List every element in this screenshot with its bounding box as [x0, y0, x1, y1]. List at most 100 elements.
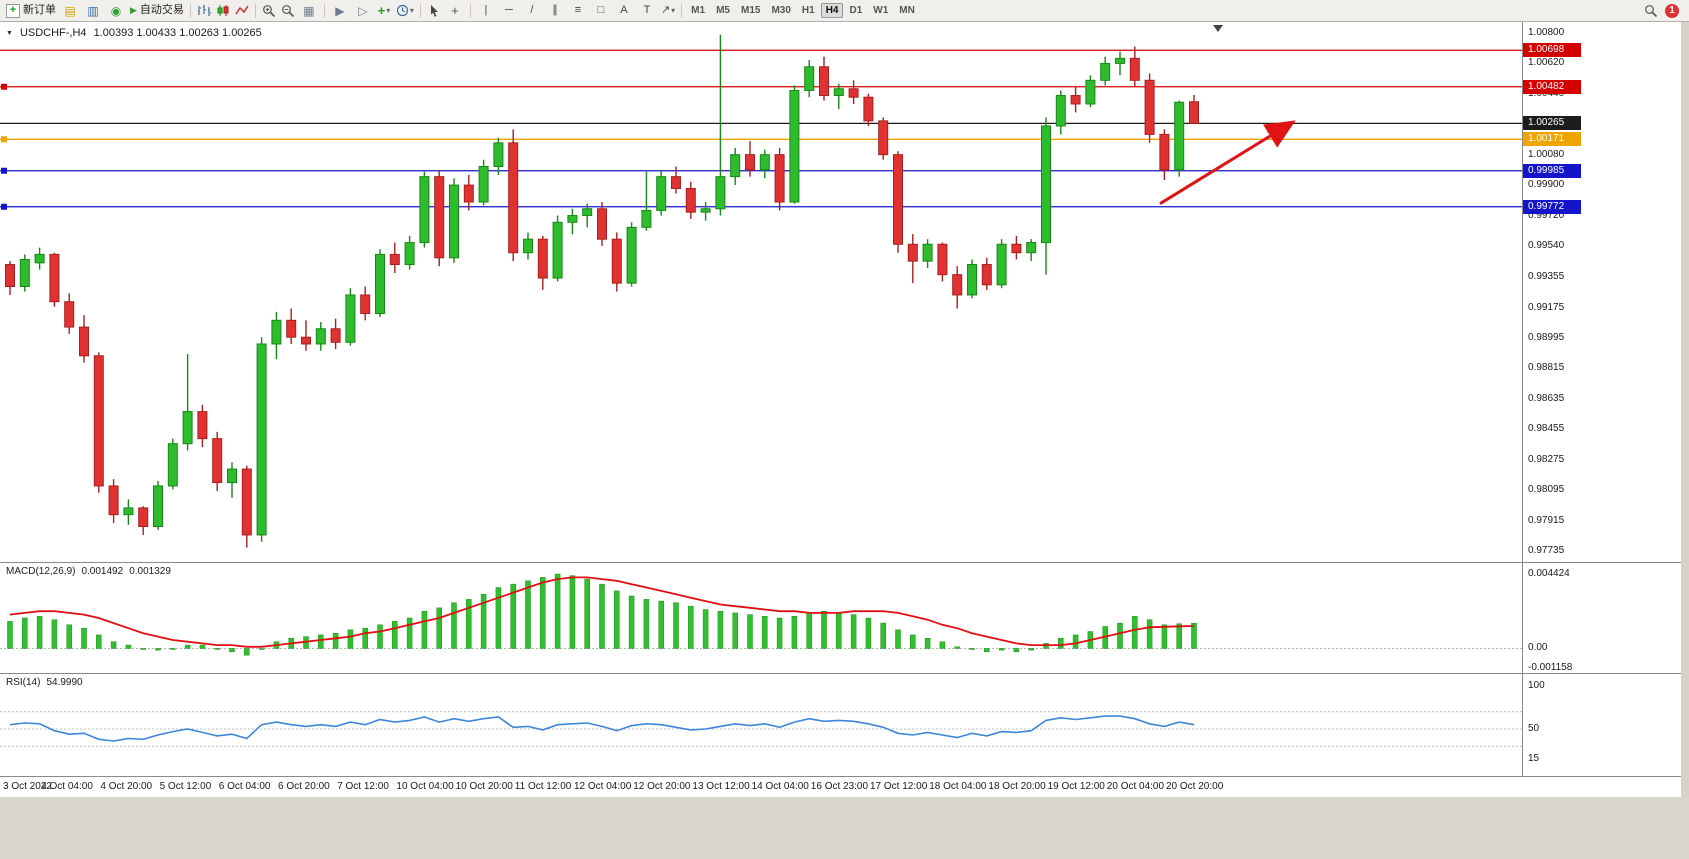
- rsi-scale[interactable]: 100 50 15: [1523, 673, 1689, 776]
- candlestick-chart[interactable]: [0, 22, 1522, 562]
- trendline-tool-button[interactable]: /: [530, 4, 534, 16]
- candle-body: [19, 258, 30, 288]
- time-label: 12 Oct 20:00: [633, 781, 691, 792]
- shapes-tool-button[interactable]: □: [597, 4, 605, 16]
- window-right-edge: [1681, 22, 1689, 797]
- text-tool-button[interactable]: A: [620, 4, 628, 16]
- indicators-button[interactable]: + ▾: [375, 2, 393, 20]
- candle-body: [1129, 57, 1140, 81]
- tile-windows-button[interactable]: ▦: [303, 3, 315, 18]
- rsi-value: 54.9990: [46, 677, 83, 688]
- cursor-button[interactable]: [425, 2, 443, 20]
- main-chart-pane[interactable]: ▼ USDCHF-,H4 1.00393 1.00433 1.00263 1.0…: [0, 22, 1522, 562]
- price-label: 0.99720: [1528, 209, 1565, 221]
- notification-badge[interactable]: 1: [1665, 3, 1679, 18]
- market-watch-button[interactable]: ▥: [87, 3, 99, 18]
- line-anchor: [1, 167, 7, 174]
- periods-button[interactable]: ▾: [394, 2, 416, 20]
- autotrading-button[interactable]: ▶ 自动交易: [128, 2, 186, 20]
- refresh-button[interactable]: ◉: [110, 3, 122, 18]
- candle-body: [463, 184, 474, 203]
- rsi-scale-label: 15: [1528, 753, 1540, 765]
- candles-layer: [5, 34, 1199, 548]
- horizontal-line-tool-button[interactable]: ─: [505, 4, 513, 16]
- candle-body: [241, 468, 252, 536]
- time-label: 11 Oct 12:00: [514, 781, 572, 792]
- crosshair-button[interactable]: +: [451, 3, 459, 18]
- timeframe-h1-button[interactable]: H1: [801, 5, 815, 16]
- candle-body: [227, 468, 237, 484]
- candle-body: [937, 243, 948, 276]
- bar-chart-button[interactable]: [195, 2, 213, 20]
- timeframe-h4-button[interactable]: H4: [820, 3, 844, 18]
- candle-body: [1070, 95, 1081, 105]
- timeframe-m1-button[interactable]: M1: [691, 5, 706, 16]
- candle-body: [1189, 101, 1199, 124]
- time-axis[interactable]: 3 Oct 2022 4 Oct 04:00 4 Oct 20:00 5 Oct 12…: [0, 776, 1689, 798]
- macd-pane[interactable]: MACD(12,26,9) 0.001492 0.001329: [0, 562, 1522, 673]
- price-tag: 1.00698: [1523, 43, 1581, 58]
- candle-body: [597, 208, 607, 240]
- search-button[interactable]: [1642, 2, 1660, 20]
- price-tag: 0.99985: [1523, 163, 1581, 178]
- metaeditor-button[interactable]: ▤: [64, 3, 76, 18]
- price-tag: 0.99772: [1523, 199, 1581, 214]
- toolbar: + 新订单 ▤ ▥ ◉ ▶ 自动交易: [0, 0, 1689, 22]
- candle-body: [449, 184, 459, 259]
- candlestick-chart-button[interactable]: [214, 2, 232, 20]
- timeframe-mn-button[interactable]: MN: [899, 5, 915, 16]
- candle-body: [315, 328, 326, 345]
- price-scale[interactable]: 1.008001.006201.004401.002601.000800.999…: [1523, 22, 1689, 562]
- macd-scale[interactable]: 0.004424 0.00 -0.001158: [1523, 562, 1689, 673]
- fibonacci-tool-button[interactable]: ≡: [574, 4, 582, 16]
- candle-body: [1085, 79, 1096, 105]
- candle-body: [419, 176, 430, 244]
- time-label: 6 Oct 20:00: [278, 781, 330, 792]
- zoom-in-icon: [263, 4, 275, 17]
- candle-body: [582, 208, 593, 217]
- zoom-out-button[interactable]: [279, 2, 297, 20]
- macd-histogram: [7, 573, 1197, 656]
- chart-shift-button[interactable]: ▷: [358, 3, 368, 18]
- price-label: 0.97735: [1528, 545, 1565, 556]
- candle-body: [271, 319, 282, 345]
- auto-scroll-button[interactable]: ▶: [335, 3, 345, 18]
- timeframe-w1-button[interactable]: W1: [873, 5, 889, 16]
- price-label: 0.97915: [1528, 514, 1565, 526]
- candle-body: [404, 242, 415, 266]
- timeframe-m15-button[interactable]: M15: [740, 5, 761, 16]
- candle-body: [552, 221, 563, 279]
- candle-body: [478, 166, 489, 203]
- channel-tool-button[interactable]: ∥: [552, 4, 558, 16]
- candle-body: [833, 88, 844, 97]
- candlestick-chart-icon: [217, 5, 229, 16]
- time-label: 17 Oct 12:00: [870, 781, 928, 792]
- rsi-pane[interactable]: RSI(14) 54.9990: [0, 673, 1522, 776]
- rsi-chart[interactable]: [0, 674, 1522, 776]
- line-chart-button[interactable]: [233, 2, 251, 20]
- line-anchor: [1, 83, 7, 90]
- timeframe-m30-button[interactable]: M30: [771, 5, 791, 16]
- candle-body: [700, 208, 711, 213]
- macd-chart[interactable]: [0, 563, 1522, 673]
- arrows-tool-button[interactable]: ↗ ▾: [659, 2, 677, 20]
- candle-body: [1174, 101, 1185, 171]
- candle-body: [138, 507, 149, 528]
- window-bottom-strip: [0, 797, 1689, 859]
- price-label: 0.98275: [1528, 453, 1565, 465]
- timeframe-m5-button[interactable]: M5: [716, 5, 730, 16]
- chevron-down-icon: ▾: [409, 5, 414, 15]
- candle-body: [49, 253, 60, 303]
- zoom-in-button[interactable]: [260, 2, 278, 20]
- clock-icon: [396, 4, 409, 17]
- candle-body: [79, 326, 89, 357]
- timeframe-d1-button[interactable]: D1: [849, 5, 863, 16]
- candle-body: [952, 274, 963, 296]
- new-order-button[interactable]: + 新订单: [4, 2, 58, 20]
- text-label-tool-button[interactable]: T: [643, 4, 651, 16]
- chevron-down-icon: ▾: [386, 5, 391, 15]
- candle-body: [774, 154, 785, 203]
- trend-arrow: [1159, 120, 1296, 205]
- vertical-line-tool-button[interactable]: |: [484, 4, 488, 16]
- macd-scale-label: 0.004424: [1528, 567, 1570, 579]
